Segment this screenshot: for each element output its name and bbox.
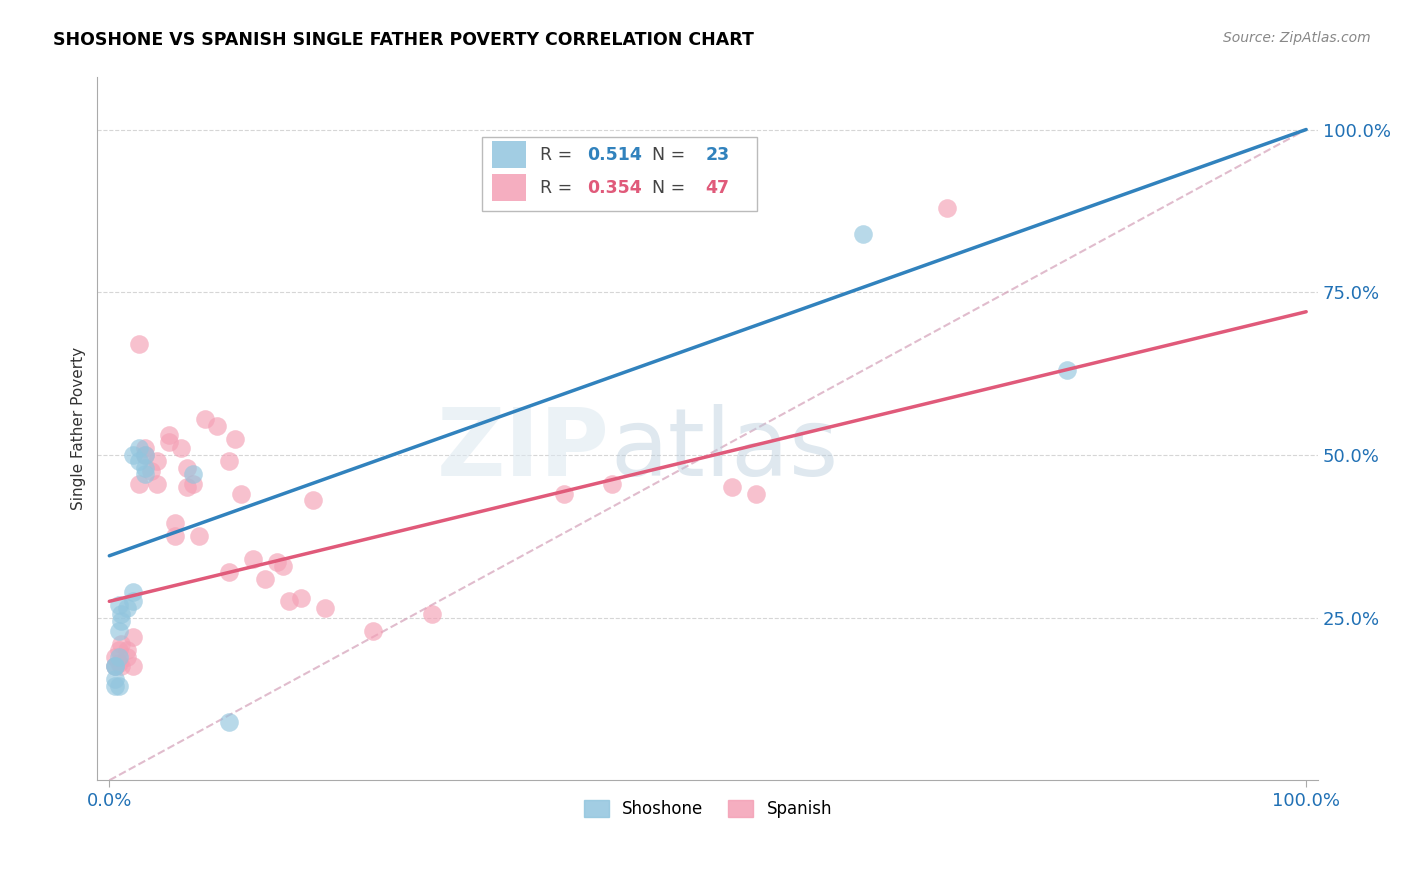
- Point: [146, 477, 169, 491]
- Point: [134, 448, 156, 462]
- Point: [108, 649, 131, 664]
- Legend: Shoshone, Spanish: Shoshone, Spanish: [576, 793, 838, 825]
- Point: [205, 418, 228, 433]
- Point: [104, 659, 127, 673]
- Point: [181, 467, 204, 482]
- Point: [104, 659, 127, 673]
- Text: 47: 47: [706, 178, 730, 197]
- Text: 23: 23: [706, 145, 730, 164]
- Point: [134, 448, 156, 462]
- Point: [110, 614, 132, 628]
- Point: [117, 600, 139, 615]
- Point: [852, 227, 875, 241]
- FancyBboxPatch shape: [492, 175, 526, 201]
- Point: [271, 558, 294, 573]
- Point: [290, 591, 312, 605]
- Point: [108, 656, 131, 670]
- Point: [936, 201, 959, 215]
- Point: [104, 649, 127, 664]
- Point: [277, 594, 299, 608]
- Point: [108, 598, 131, 612]
- Point: [229, 487, 252, 501]
- Point: [128, 442, 150, 456]
- Text: atlas: atlas: [610, 404, 838, 496]
- Point: [224, 432, 246, 446]
- Point: [301, 493, 323, 508]
- Point: [253, 572, 276, 586]
- Point: [122, 448, 145, 462]
- Point: [128, 477, 150, 491]
- Point: [1056, 363, 1078, 377]
- Point: [176, 461, 198, 475]
- Point: [720, 480, 742, 494]
- Point: [218, 714, 240, 729]
- Point: [108, 643, 131, 657]
- Point: [141, 464, 163, 478]
- Point: [176, 480, 198, 494]
- Text: N =: N =: [641, 178, 690, 197]
- Point: [422, 607, 444, 622]
- Point: [122, 594, 145, 608]
- Point: [218, 454, 240, 468]
- Point: [134, 442, 156, 456]
- Point: [110, 637, 132, 651]
- Text: ZIP: ZIP: [437, 404, 610, 496]
- Point: [553, 487, 575, 501]
- Point: [128, 337, 150, 351]
- Point: [104, 659, 127, 673]
- Point: [104, 679, 127, 693]
- Point: [146, 454, 169, 468]
- Point: [188, 529, 211, 543]
- Text: 0.354: 0.354: [586, 178, 641, 197]
- Point: [134, 461, 156, 475]
- Point: [157, 434, 180, 449]
- Point: [110, 607, 132, 622]
- Text: SHOSHONE VS SPANISH SINGLE FATHER POVERTY CORRELATION CHART: SHOSHONE VS SPANISH SINGLE FATHER POVERT…: [53, 31, 754, 49]
- Point: [744, 487, 766, 501]
- Text: R =: R =: [540, 145, 578, 164]
- Point: [108, 679, 131, 693]
- Y-axis label: Single Father Poverty: Single Father Poverty: [72, 347, 86, 510]
- Point: [157, 428, 180, 442]
- FancyBboxPatch shape: [492, 142, 526, 168]
- Point: [110, 659, 132, 673]
- FancyBboxPatch shape: [482, 137, 756, 211]
- Point: [122, 584, 145, 599]
- Point: [181, 477, 204, 491]
- Point: [122, 659, 145, 673]
- Point: [314, 600, 336, 615]
- Point: [134, 467, 156, 482]
- Point: [194, 412, 217, 426]
- Point: [218, 565, 240, 579]
- Point: [361, 624, 384, 638]
- Point: [165, 529, 187, 543]
- Point: [104, 673, 127, 687]
- Point: [170, 442, 193, 456]
- Text: 0.514: 0.514: [586, 145, 641, 164]
- Point: [165, 516, 187, 531]
- Text: R =: R =: [540, 178, 578, 197]
- Point: [128, 454, 150, 468]
- Point: [242, 552, 264, 566]
- Point: [600, 477, 623, 491]
- Point: [117, 643, 139, 657]
- Point: [122, 630, 145, 644]
- Text: N =: N =: [641, 145, 690, 164]
- Point: [266, 555, 288, 569]
- Point: [108, 624, 131, 638]
- Text: Source: ZipAtlas.com: Source: ZipAtlas.com: [1223, 31, 1371, 45]
- Point: [117, 649, 139, 664]
